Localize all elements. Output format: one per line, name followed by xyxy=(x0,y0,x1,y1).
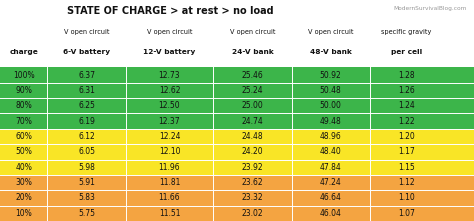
Text: 25.46: 25.46 xyxy=(242,70,263,80)
Text: 24.74: 24.74 xyxy=(242,117,263,126)
Text: 25.24: 25.24 xyxy=(242,86,263,95)
Text: 90%: 90% xyxy=(15,86,32,95)
Text: 6.05: 6.05 xyxy=(78,147,95,156)
Text: 25.00: 25.00 xyxy=(242,101,263,110)
Text: 80%: 80% xyxy=(15,101,32,110)
Text: 5.91: 5.91 xyxy=(78,178,95,187)
Text: 70%: 70% xyxy=(15,117,32,126)
Bar xyxy=(0,190,474,206)
Text: 12.62: 12.62 xyxy=(159,86,180,95)
Text: 12.73: 12.73 xyxy=(159,70,180,80)
Text: 50.00: 50.00 xyxy=(319,101,342,110)
Text: 1.22: 1.22 xyxy=(398,117,415,126)
Bar xyxy=(0,144,474,160)
Text: 6.19: 6.19 xyxy=(78,117,95,126)
Bar xyxy=(0,98,474,114)
Text: 12.37: 12.37 xyxy=(159,117,180,126)
Text: 1.10: 1.10 xyxy=(398,193,415,202)
Text: 1.20: 1.20 xyxy=(398,132,415,141)
Text: STATE OF CHARGE > at rest > no load: STATE OF CHARGE > at rest > no load xyxy=(67,6,274,15)
Bar xyxy=(0,67,474,83)
Text: V open circuit: V open circuit xyxy=(230,29,275,35)
Text: 10%: 10% xyxy=(15,209,32,218)
Text: 40%: 40% xyxy=(15,163,32,172)
Text: 60%: 60% xyxy=(15,132,32,141)
Text: 48-V bank: 48-V bank xyxy=(310,49,352,55)
Text: 11.51: 11.51 xyxy=(159,209,180,218)
Text: V open circuit: V open circuit xyxy=(64,29,109,35)
Text: 1.26: 1.26 xyxy=(398,86,415,95)
Text: 46.64: 46.64 xyxy=(319,193,342,202)
Text: 48.40: 48.40 xyxy=(320,147,341,156)
Text: ModernSurvivalBlog.com: ModernSurvivalBlog.com xyxy=(393,6,467,11)
Text: 49.48: 49.48 xyxy=(320,117,341,126)
Text: 1.24: 1.24 xyxy=(398,101,415,110)
Text: per cell: per cell xyxy=(391,49,422,55)
Text: 47.84: 47.84 xyxy=(320,163,341,172)
Text: 1.17: 1.17 xyxy=(398,147,415,156)
Text: 24.20: 24.20 xyxy=(242,147,263,156)
Text: 6.12: 6.12 xyxy=(78,132,95,141)
Text: 5.98: 5.98 xyxy=(78,163,95,172)
Text: 20%: 20% xyxy=(15,193,32,202)
Text: 24.48: 24.48 xyxy=(242,132,263,141)
Text: 6-V battery: 6-V battery xyxy=(63,49,110,55)
Text: 1.12: 1.12 xyxy=(398,178,415,187)
Text: 12.10: 12.10 xyxy=(159,147,180,156)
Bar xyxy=(0,114,474,129)
Text: 6.37: 6.37 xyxy=(78,70,95,80)
Text: 6.25: 6.25 xyxy=(78,101,95,110)
Text: 24-V bank: 24-V bank xyxy=(231,49,273,55)
Text: V open circuit: V open circuit xyxy=(308,29,353,35)
Text: 47.24: 47.24 xyxy=(320,178,341,187)
Text: 6.31: 6.31 xyxy=(78,86,95,95)
Text: 50%: 50% xyxy=(15,147,32,156)
Text: 23.02: 23.02 xyxy=(242,209,263,218)
Text: 12.50: 12.50 xyxy=(159,101,180,110)
Text: 50.48: 50.48 xyxy=(320,86,341,95)
Text: 5.83: 5.83 xyxy=(78,193,95,202)
Text: 23.92: 23.92 xyxy=(242,163,263,172)
Bar xyxy=(0,83,474,98)
Text: charge: charge xyxy=(9,49,38,55)
Bar xyxy=(0,160,474,175)
Text: 11.81: 11.81 xyxy=(159,178,180,187)
Text: 1.28: 1.28 xyxy=(398,70,415,80)
Text: 46.04: 46.04 xyxy=(319,209,342,218)
Bar xyxy=(0,175,474,190)
Text: 50.92: 50.92 xyxy=(320,70,341,80)
Text: 5.75: 5.75 xyxy=(78,209,95,218)
Text: 11.96: 11.96 xyxy=(159,163,180,172)
Text: 30%: 30% xyxy=(15,178,32,187)
Bar xyxy=(0,206,474,221)
Text: 12.24: 12.24 xyxy=(159,132,180,141)
Text: 23.32: 23.32 xyxy=(242,193,263,202)
Text: 100%: 100% xyxy=(13,70,35,80)
Bar xyxy=(0,129,474,144)
Text: V open circuit: V open circuit xyxy=(147,29,192,35)
Text: 48.96: 48.96 xyxy=(320,132,341,141)
Text: specific gravity: specific gravity xyxy=(381,29,432,35)
Text: 23.62: 23.62 xyxy=(242,178,263,187)
Text: 12-V battery: 12-V battery xyxy=(143,49,196,55)
Text: 1.07: 1.07 xyxy=(398,209,415,218)
Text: 1.15: 1.15 xyxy=(398,163,415,172)
Text: 11.66: 11.66 xyxy=(159,193,180,202)
